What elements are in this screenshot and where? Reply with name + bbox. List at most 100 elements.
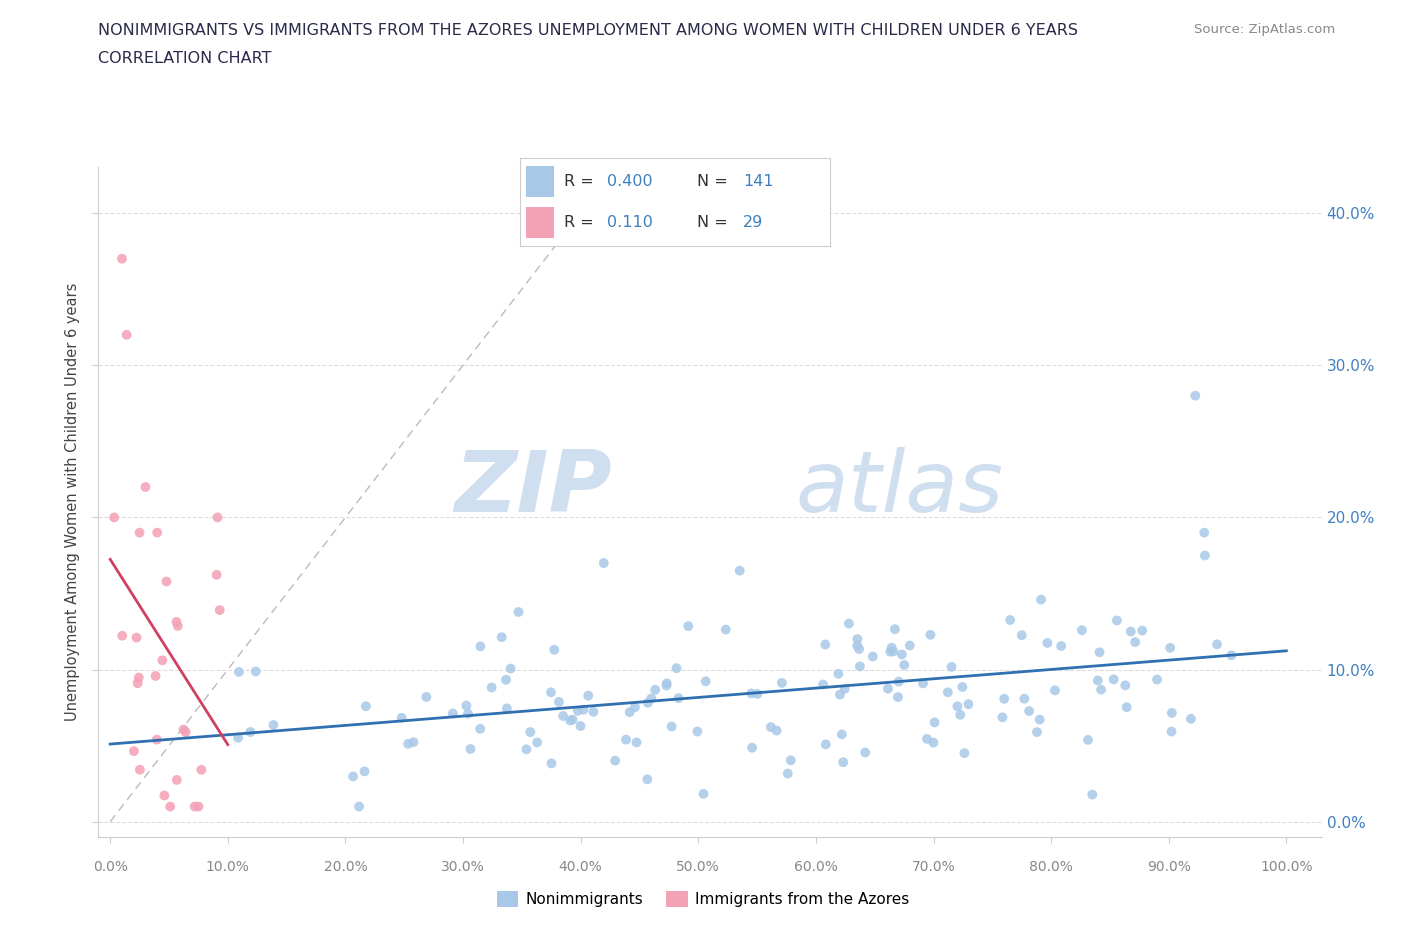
Point <box>695 674 717 689</box>
Point <box>1077 733 1099 748</box>
Point <box>686 724 709 739</box>
Point <box>1087 673 1109 688</box>
Text: 80.0%: 80.0% <box>1029 860 1073 874</box>
Text: 10.0%: 10.0% <box>205 860 250 874</box>
Point <box>567 703 589 718</box>
Point <box>614 732 637 747</box>
Point <box>644 683 666 698</box>
Point <box>862 649 884 664</box>
Point <box>347 799 370 814</box>
Text: 20.0%: 20.0% <box>323 860 367 874</box>
Point <box>957 697 980 711</box>
Point <box>740 686 762 701</box>
Point <box>173 722 195 737</box>
Point <box>245 664 267 679</box>
Point <box>543 643 565 658</box>
Point <box>1160 706 1182 721</box>
Point <box>678 618 700 633</box>
Point <box>846 638 869 653</box>
Point <box>146 525 169 540</box>
Text: N =: N = <box>696 215 727 230</box>
Point <box>1105 613 1128 628</box>
Point <box>1114 678 1136 693</box>
Text: 40.0%: 40.0% <box>558 860 603 874</box>
Point <box>953 746 976 761</box>
Point <box>890 647 912 662</box>
Point <box>127 676 149 691</box>
Point <box>1159 641 1181 656</box>
Point <box>125 631 148 645</box>
Point <box>887 690 910 705</box>
Point <box>827 667 849 682</box>
Point <box>190 763 212 777</box>
Point <box>515 742 537 757</box>
Point <box>946 699 969 714</box>
Point <box>569 719 592 734</box>
Point <box>624 700 647 715</box>
Point <box>1160 724 1182 739</box>
Point <box>1184 388 1206 403</box>
Point <box>166 618 188 633</box>
Point <box>998 613 1021 628</box>
Text: 0.0%: 0.0% <box>93 860 128 874</box>
Bar <box>526 166 554 197</box>
Point <box>1102 671 1125 686</box>
Point <box>1123 634 1146 649</box>
Point <box>226 730 249 745</box>
Text: R =: R = <box>564 174 593 189</box>
Point <box>540 756 562 771</box>
Point <box>441 706 464 721</box>
Point <box>174 724 197 739</box>
Text: 90.0%: 90.0% <box>1147 860 1191 874</box>
Point <box>165 615 187 630</box>
Text: atlas: atlas <box>796 447 1004 530</box>
Point <box>145 669 167 684</box>
Point <box>576 688 599 703</box>
Point <box>636 772 658 787</box>
Point <box>950 680 973 695</box>
Point <box>665 660 688 675</box>
Point <box>166 773 188 788</box>
Point <box>548 695 571 710</box>
Point <box>592 555 614 570</box>
Point <box>134 480 156 495</box>
Point <box>655 678 678 693</box>
Point <box>150 653 173 668</box>
Point <box>155 574 177 589</box>
Point <box>882 644 904 658</box>
Point <box>208 603 231 618</box>
Point <box>1043 683 1066 698</box>
Point <box>849 659 872 674</box>
Text: 50.0%: 50.0% <box>676 860 720 874</box>
Point <box>770 675 793 690</box>
Point <box>391 711 413 725</box>
Point <box>1018 704 1040 719</box>
Point <box>811 677 834 692</box>
Point <box>540 684 562 699</box>
Text: CORRELATION CHART: CORRELATION CHART <box>98 51 271 66</box>
Point <box>1050 639 1073 654</box>
Point <box>924 715 946 730</box>
Point <box>922 735 945 750</box>
Text: 30.0%: 30.0% <box>441 860 485 874</box>
Text: ZIP: ZIP <box>454 447 612 530</box>
Bar <box>526 206 554 238</box>
Point <box>848 642 870 657</box>
Text: Source: ZipAtlas.com: Source: ZipAtlas.com <box>1195 23 1336 36</box>
Point <box>572 702 595 717</box>
Y-axis label: Unemployment Among Women with Children Under 6 years: Unemployment Among Women with Children U… <box>65 283 80 722</box>
Point <box>561 712 583 727</box>
Point <box>853 745 876 760</box>
Point <box>1088 644 1111 659</box>
Point <box>661 719 683 734</box>
Point <box>470 639 492 654</box>
Point <box>779 752 801 767</box>
Point <box>728 564 751 578</box>
Point <box>920 628 942 643</box>
Point <box>640 691 662 706</box>
Text: 0.110: 0.110 <box>607 215 652 230</box>
Point <box>1090 683 1112 698</box>
Point <box>128 525 150 540</box>
Point <box>893 658 915 672</box>
Point <box>153 788 176 803</box>
